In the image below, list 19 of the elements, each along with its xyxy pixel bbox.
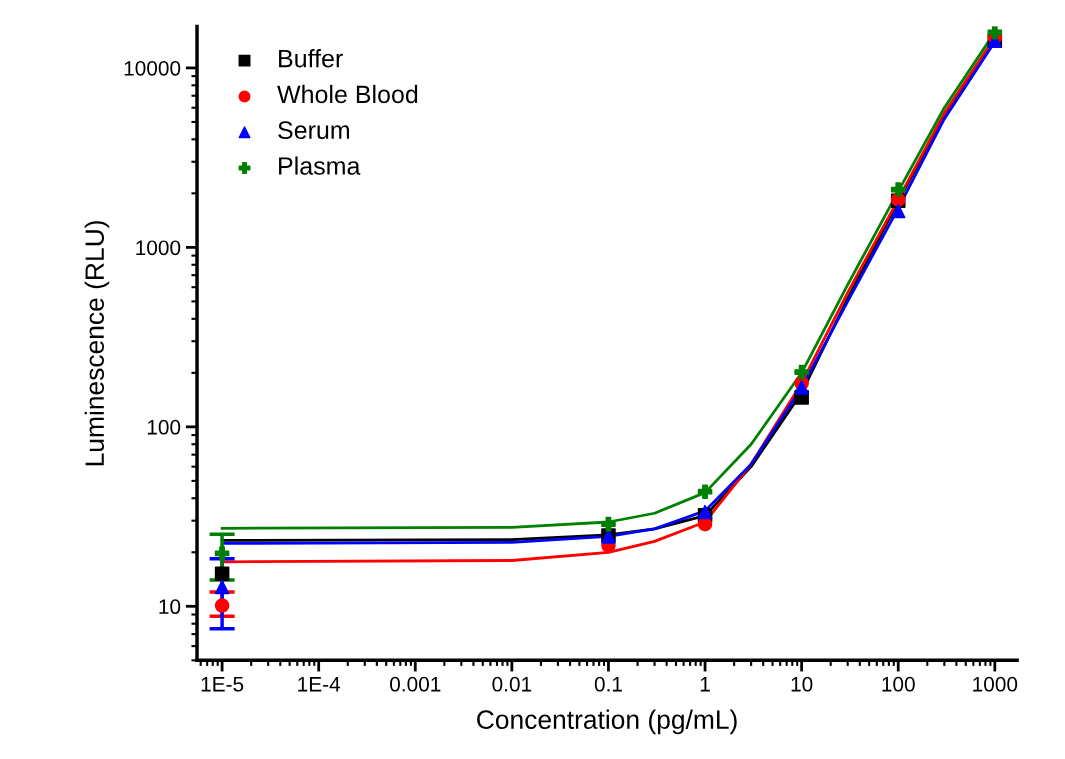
x-tick-label: 0.1	[594, 676, 622, 692]
x-tick-label: 0.001	[390, 676, 441, 692]
y-tick-label: 100	[147, 419, 181, 435]
x-tick-label: 10	[791, 676, 813, 692]
x-tick-label: 1	[700, 677, 710, 692]
x-tick-label: 1E-4	[298, 677, 341, 692]
x-tick-label: 100	[882, 676, 915, 692]
y-tick-label: 10000	[124, 60, 181, 76]
y-tick-label: 10	[159, 599, 181, 615]
legend-label: Serum	[278, 121, 350, 140]
y-axis-title: Luminescence (RLU)	[84, 221, 110, 466]
legend-label: Plasma	[279, 156, 361, 175]
y-tick-label: 1000	[136, 240, 181, 256]
x-tick-label: 1000	[973, 676, 1018, 692]
x-axis-title: Concentration (pg/mL)	[477, 709, 737, 735]
x-tick-label: 1E-5	[201, 677, 244, 692]
legend-label: Whole Blood	[277, 84, 418, 104]
x-tick-label: 0.01	[492, 676, 532, 692]
legend-label: Buffer	[279, 49, 343, 68]
